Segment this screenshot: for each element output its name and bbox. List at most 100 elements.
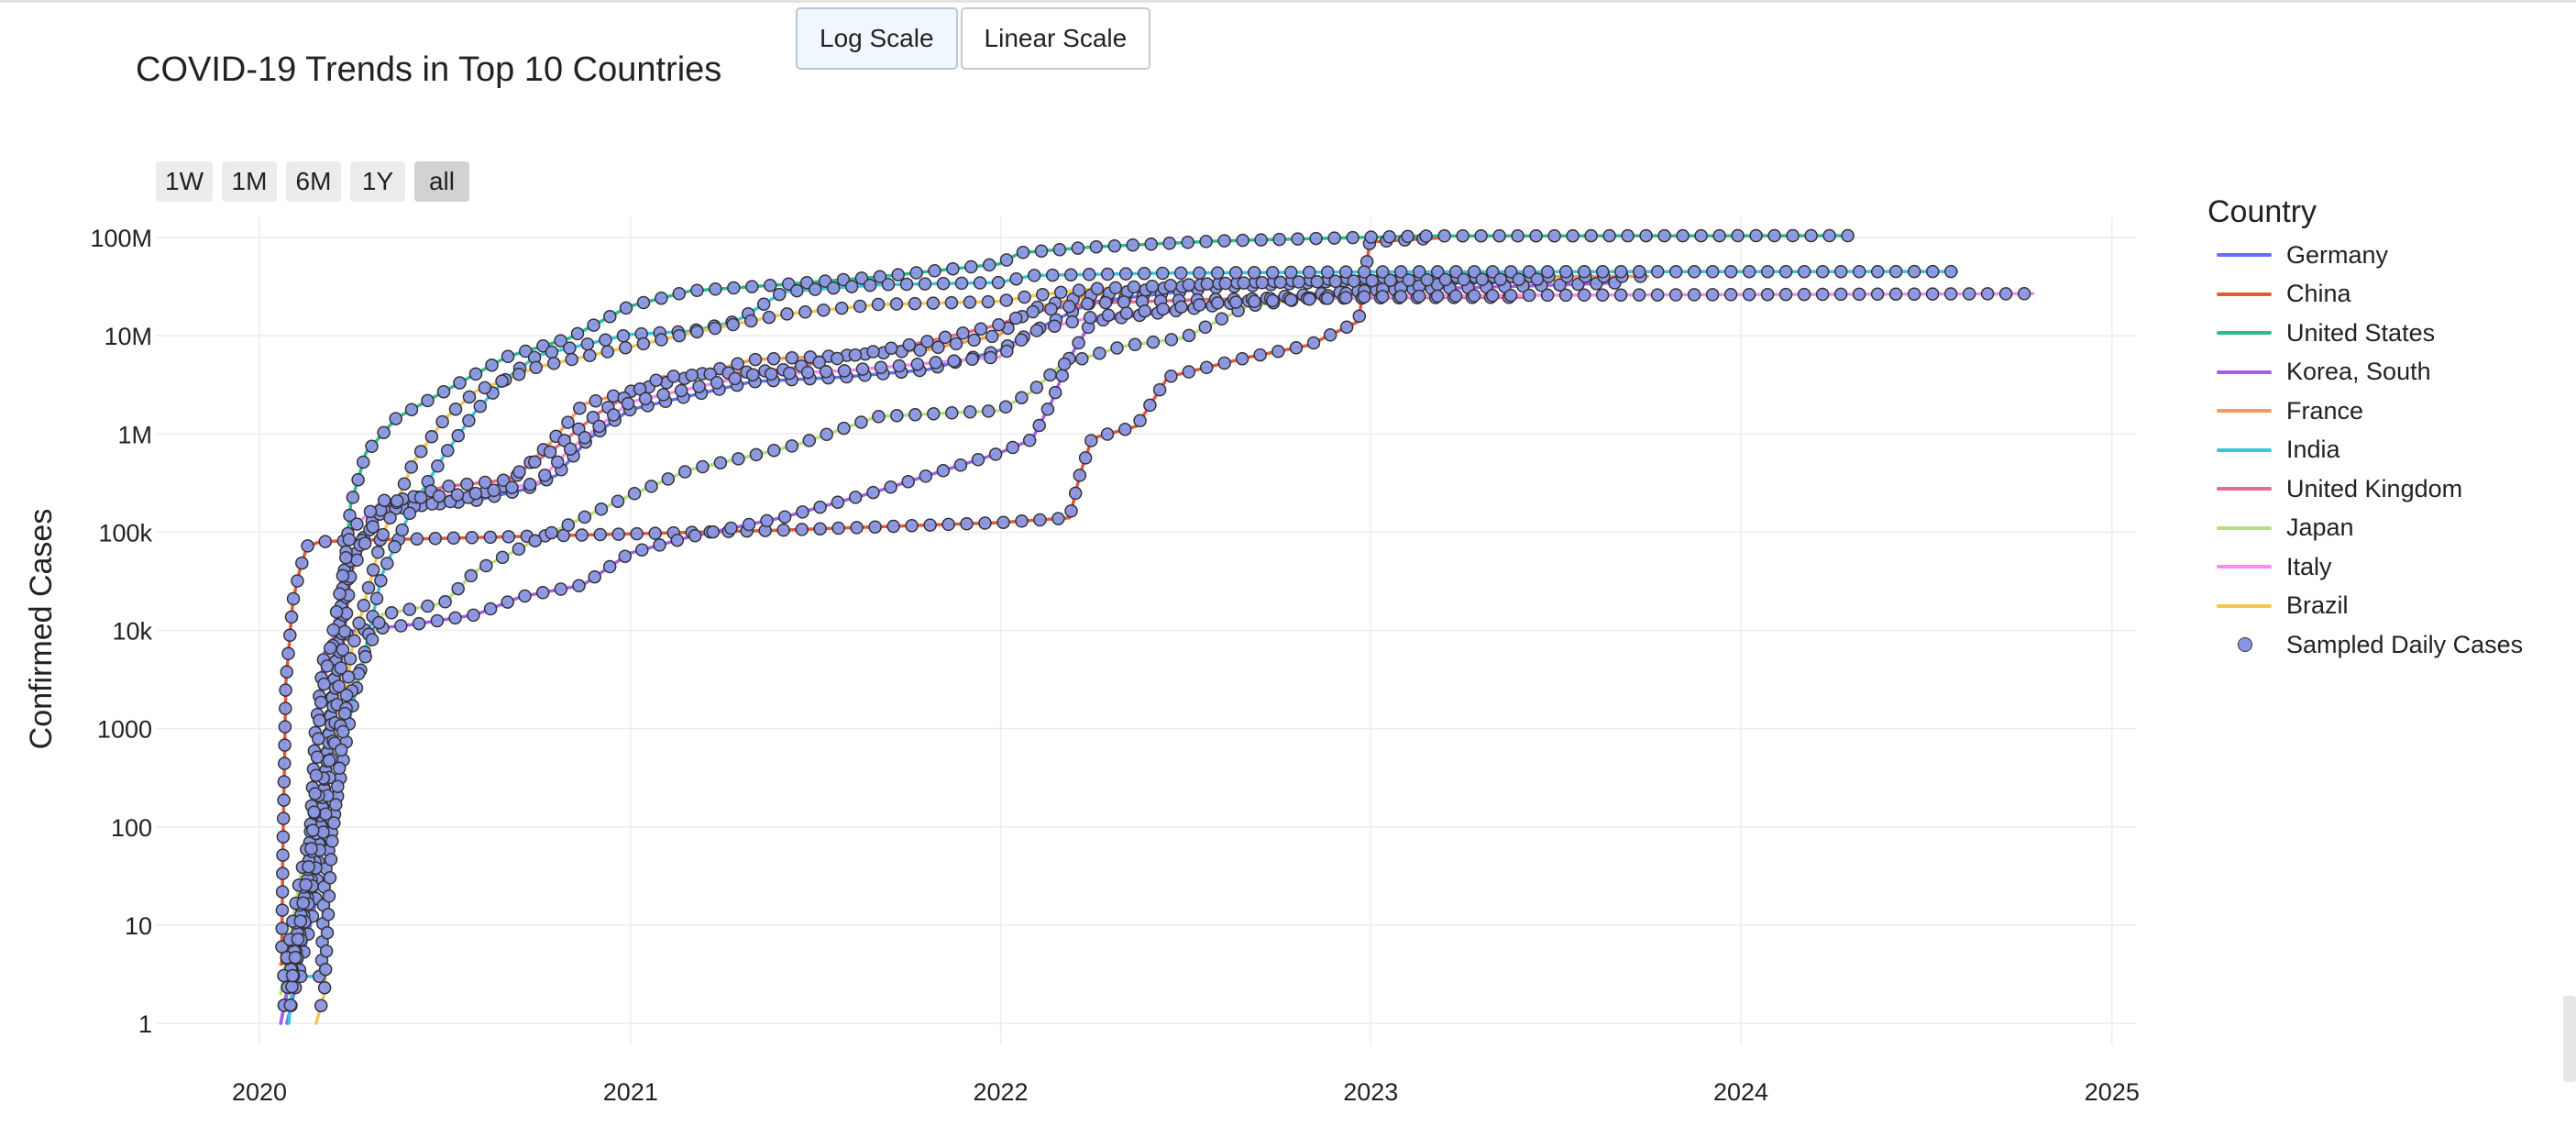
linear-scale-button[interactable]: Linear Scale	[960, 7, 1151, 70]
sampled-point[interactable]	[1456, 228, 1470, 243]
sampled-point[interactable]	[1402, 273, 1416, 287]
sampled-point[interactable]	[404, 403, 419, 416]
range-6m-button[interactable]: 6M	[286, 161, 341, 202]
sampled-point[interactable]	[1071, 241, 1085, 255]
sampled-point[interactable]	[1383, 273, 1398, 288]
sampled-point[interactable]	[938, 330, 952, 345]
sampled-point[interactable]	[777, 510, 792, 524]
sampled-point[interactable]	[301, 539, 314, 553]
sampled-point[interactable]	[339, 550, 353, 565]
sampled-point[interactable]	[336, 643, 350, 657]
sampled-point[interactable]	[1093, 347, 1106, 360]
sampled-point[interactable]	[766, 351, 781, 366]
sampled-point[interactable]	[944, 295, 959, 310]
sampled-point[interactable]	[1110, 341, 1124, 355]
sampled-point[interactable]	[831, 495, 845, 509]
sampled-point[interactable]	[451, 581, 465, 596]
sampled-point[interactable]	[947, 354, 961, 368]
sampled-point[interactable]	[1668, 265, 1683, 279]
sampled-point[interactable]	[1320, 292, 1335, 305]
sampled-point[interactable]	[293, 914, 308, 928]
sampled-point[interactable]	[941, 517, 955, 532]
sampled-point[interactable]	[796, 505, 809, 519]
sampled-point[interactable]	[621, 396, 635, 411]
sampled-point[interactable]	[910, 357, 925, 371]
sampled-point[interactable]	[580, 337, 595, 351]
sampled-point[interactable]	[710, 376, 724, 390]
series-line-brazil[interactable]	[314, 277, 1557, 1025]
sampled-point[interactable]	[978, 516, 992, 530]
sampled-point[interactable]	[929, 356, 942, 370]
sampled-point[interactable]	[1602, 228, 1616, 243]
sampled-point[interactable]	[546, 357, 561, 370]
sampled-point[interactable]	[438, 595, 452, 609]
sampled-point[interactable]	[927, 407, 941, 421]
sampled-point[interactable]	[389, 412, 402, 425]
sampled-point[interactable]	[854, 271, 869, 285]
sampled-point[interactable]	[1100, 267, 1115, 281]
sampled-point[interactable]	[1530, 272, 1545, 286]
sampled-point[interactable]	[808, 282, 822, 296]
legend-item-india[interactable]: India	[2207, 431, 2523, 470]
sampled-point[interactable]	[350, 553, 364, 567]
sampled-point[interactable]	[964, 259, 978, 274]
sampled-point[interactable]	[323, 871, 337, 885]
sampled-point[interactable]	[1328, 274, 1343, 289]
sampled-point[interactable]	[543, 445, 557, 459]
sampled-point[interactable]	[450, 488, 465, 502]
sampled-point[interactable]	[1430, 265, 1445, 279]
sampled-point[interactable]	[528, 455, 542, 469]
legend-item-brazil[interactable]: Brazil	[2207, 587, 2523, 626]
range-1w-button[interactable]: 1W	[156, 161, 213, 202]
legend-item-sampled-daily-cases[interactable]: Sampled Daily Cases	[2207, 625, 2523, 665]
sampled-point[interactable]	[1584, 228, 1598, 243]
sampled-point[interactable]	[1687, 288, 1701, 302]
sampled-point[interactable]	[501, 349, 515, 364]
sampled-point[interactable]	[1577, 265, 1591, 279]
sampled-point[interactable]	[996, 515, 1010, 529]
sampled-point[interactable]	[1292, 275, 1306, 289]
sampled-point[interactable]	[819, 364, 833, 379]
sampled-point[interactable]	[619, 301, 633, 315]
sampled-point[interactable]	[1006, 440, 1019, 455]
sampled-point[interactable]	[1687, 265, 1701, 279]
sampled-point[interactable]	[1253, 348, 1267, 362]
sampled-point[interactable]	[1485, 265, 1500, 279]
sampled-point[interactable]	[1492, 228, 1506, 243]
sampled-point[interactable]	[1943, 264, 1958, 279]
sampled-point[interactable]	[314, 695, 328, 710]
sampled-point[interactable]	[322, 889, 336, 903]
sampled-point[interactable]	[1127, 280, 1141, 294]
sampled-point[interactable]	[346, 491, 360, 504]
sampled-point[interactable]	[281, 646, 295, 661]
sampled-point[interactable]	[1289, 341, 1304, 355]
sampled-point[interactable]	[630, 526, 644, 541]
sampled-point[interactable]	[1650, 265, 1665, 279]
sampled-point[interactable]	[685, 368, 699, 382]
sampled-point[interactable]	[672, 287, 687, 301]
sampled-point[interactable]	[1014, 333, 1029, 348]
sampled-point[interactable]	[304, 842, 318, 856]
sampled-point[interactable]	[1401, 229, 1415, 244]
series-line-germany[interactable]	[285, 276, 1494, 1025]
sampled-point[interactable]	[377, 425, 391, 439]
sampled-point[interactable]	[600, 345, 615, 359]
sampled-point[interactable]	[277, 775, 292, 789]
sampled-point[interactable]	[1055, 369, 1069, 382]
sampled-point[interactable]	[462, 390, 477, 404]
sampled-point[interactable]	[278, 756, 292, 770]
sampled-point[interactable]	[593, 527, 607, 542]
sampled-point[interactable]	[318, 962, 333, 977]
sampled-point[interactable]	[570, 326, 585, 341]
sampled-point[interactable]	[760, 513, 774, 528]
sampled-point[interactable]	[636, 295, 651, 310]
sampled-point[interactable]	[884, 480, 897, 494]
sampled-point[interactable]	[1852, 287, 1866, 302]
sampled-point[interactable]	[1393, 265, 1408, 279]
sampled-point[interactable]	[785, 439, 799, 453]
sampled-point[interactable]	[890, 409, 904, 423]
sampled-point[interactable]	[954, 276, 969, 291]
sampled-point[interactable]	[464, 568, 479, 583]
sampled-point[interactable]	[1621, 228, 1635, 243]
sampled-point[interactable]	[279, 701, 292, 715]
